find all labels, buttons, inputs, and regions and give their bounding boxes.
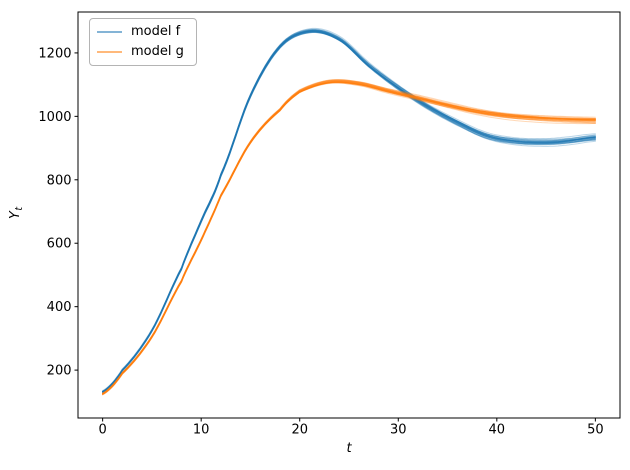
trajectory-model-g xyxy=(102,79,596,395)
trajectory-model-g xyxy=(102,80,596,395)
legend: model f model g xyxy=(89,18,197,66)
trajectory-model-f xyxy=(102,30,596,393)
trajectory-model-g xyxy=(102,79,596,395)
trajectory-model-f xyxy=(102,30,596,392)
trajectory-model-g xyxy=(102,82,596,394)
trajectory-model-f xyxy=(102,32,596,392)
y-tick-label: 1000 xyxy=(38,110,71,125)
trajectory-model-g xyxy=(102,80,596,396)
trajectory-model-f xyxy=(102,29,596,393)
mean-line-model-f xyxy=(102,30,596,393)
trajectory-model-g xyxy=(102,81,596,394)
trajectory-model-f xyxy=(102,32,596,394)
trajectory-model-g xyxy=(102,79,596,395)
trajectory-model-g xyxy=(102,81,596,395)
legend-line-sample-g xyxy=(97,51,122,53)
trajectory-model-f xyxy=(102,31,596,393)
trajectory-model-f xyxy=(102,31,596,392)
mean-line-model-g xyxy=(102,80,596,395)
trajectory-model-g xyxy=(102,82,596,394)
trajectory-model-g xyxy=(102,81,596,395)
y-tick-label: 200 xyxy=(47,364,72,379)
y-axis-label-subscript: t xyxy=(14,206,25,211)
x-axis-label: t xyxy=(346,441,352,456)
trajectory-model-g xyxy=(102,81,596,395)
trajectory-model-g xyxy=(102,80,596,396)
trajectory-model-g xyxy=(102,80,596,395)
trajectory-model-f xyxy=(102,30,596,393)
x-tick-label: 50 xyxy=(587,423,604,438)
trajectory-model-f xyxy=(102,31,596,392)
trajectory-model-g xyxy=(102,80,596,395)
legend-entry-model-f: model f xyxy=(97,24,184,40)
legend-line-sample-f xyxy=(97,31,122,33)
trajectory-model-g xyxy=(102,79,596,395)
trajectory-model-f xyxy=(102,30,596,392)
trajectory-model-g xyxy=(102,79,596,395)
trajectory-model-f xyxy=(102,30,596,392)
trajectory-model-f xyxy=(102,30,596,393)
trajectory-model-g xyxy=(102,81,596,395)
trajectory-model-g xyxy=(102,81,596,395)
trajectory-model-f xyxy=(102,31,596,393)
trajectory-model-g xyxy=(102,82,596,394)
x-tick-label: 30 xyxy=(390,423,407,438)
axes-spines xyxy=(77,11,621,419)
trajectory-model-g xyxy=(102,81,596,394)
y-tick-label: 400 xyxy=(47,300,72,315)
y-tick-label: 1200 xyxy=(38,46,71,61)
trajectory-model-f xyxy=(102,30,596,393)
trajectory-model-g xyxy=(102,81,596,395)
trajectory-model-f xyxy=(102,31,596,393)
x-tick-label: 0 xyxy=(98,423,106,438)
trajectory-model-g xyxy=(102,81,596,395)
legend-entry-model-g: model g xyxy=(97,44,184,60)
y-axis-label: Yt xyxy=(6,191,26,235)
x-tick-label: 10 xyxy=(193,423,210,438)
trajectory-model-g xyxy=(102,81,596,394)
y-axis-label-main: Y xyxy=(8,211,23,220)
legend-label: model g xyxy=(131,44,184,59)
trajectory-model-g xyxy=(102,81,596,395)
trajectory-model-g xyxy=(102,81,596,395)
trajectory-model-f xyxy=(102,30,596,393)
y-tick-label: 800 xyxy=(47,173,72,188)
x-tick-label: 40 xyxy=(489,423,506,438)
legend-label: model f xyxy=(131,24,181,39)
trajectory-model-f xyxy=(102,30,596,393)
y-tick-label: 600 xyxy=(47,237,72,252)
trajectory-model-f xyxy=(102,30,596,393)
x-tick-label: 20 xyxy=(291,423,308,438)
trajectory-model-g xyxy=(102,81,596,395)
trajectory-model-f xyxy=(102,31,596,393)
